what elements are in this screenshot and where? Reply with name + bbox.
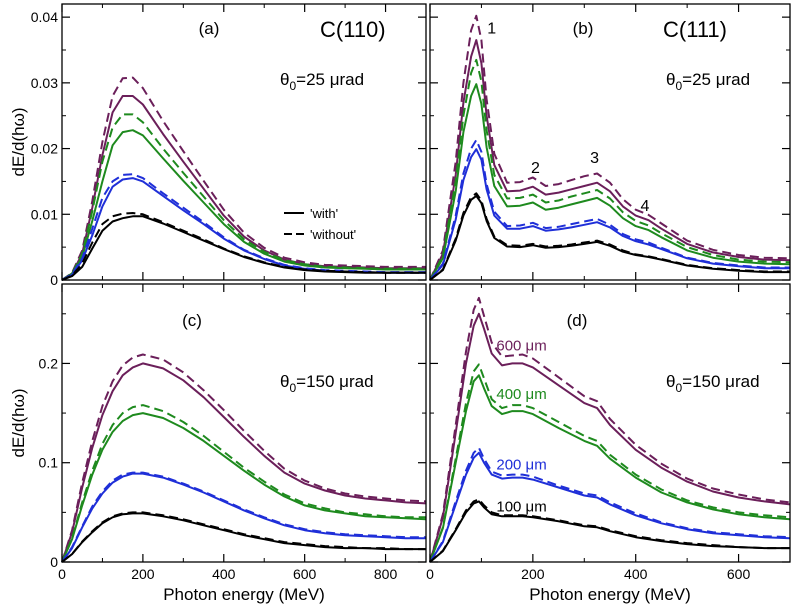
y-tick-label-c-0: 0 [50, 554, 58, 570]
panel-frame-d [429, 283, 791, 563]
theta-subscript: 0 [289, 381, 296, 395]
series-line-d-1 [429, 296, 791, 563]
y-axis-title-a: dE/d(hω) [9, 107, 28, 176]
panel-label-c: (c) [182, 311, 202, 330]
series-line-a-1 [61, 76, 426, 281]
y-tick-label-c-1: 0.1 [39, 455, 59, 471]
series-line-c-7 [61, 511, 426, 563]
y-tick-label-a-4: 0.04 [31, 9, 58, 25]
y-tick-label-a-3: 0.03 [31, 75, 58, 91]
series-line-a-3 [61, 113, 426, 281]
series-line-c-2 [61, 412, 427, 563]
thickness-label-0: 600 μm [496, 338, 546, 355]
series-line-c-0 [61, 362, 427, 563]
theta-value: =150 μrad [296, 372, 373, 391]
theta-value: =150 μrad [682, 372, 759, 391]
series-line-d-0 [429, 312, 791, 563]
y-tick-label-c-2: 0.2 [39, 355, 59, 371]
series-line-c-3 [61, 404, 426, 563]
series-line-d-6 [429, 500, 790, 563]
y-tick-label-a-1: 0.01 [31, 206, 58, 222]
series-line-d-5 [429, 446, 791, 563]
y-tick-label-a-0: 0 [50, 272, 58, 288]
series-line-a-2 [61, 129, 426, 281]
series-line-c-5 [61, 471, 426, 563]
theta-subscript: 0 [289, 79, 296, 93]
crystal-label-a: C(110) [320, 17, 386, 42]
series-line-a-4 [61, 177, 426, 281]
peak-label-4: 4 [641, 198, 650, 215]
theta-symbol: θ [666, 372, 675, 391]
legend-dashed-label: 'without' [310, 227, 356, 242]
theta-symbol: θ [666, 70, 675, 89]
thickness-label-2: 200 μm [496, 457, 546, 474]
series-line-d-7 [429, 498, 790, 563]
peak-label-1: 1 [487, 21, 496, 38]
series-line-d-3 [429, 363, 791, 563]
theta-subscript: 0 [675, 381, 682, 395]
series-line-b-5 [429, 139, 790, 281]
thickness-label-1: 400 μm [496, 386, 546, 403]
crystal-label-b: C(111) [663, 17, 727, 42]
panel-frame-a [61, 3, 427, 281]
x-tick-label-d-3: 600 [727, 566, 751, 582]
theta-label-a: θ0=25 μrad [280, 70, 364, 93]
series-line-a-0 [61, 95, 426, 281]
x-axis-title-c: Photon energy (MeV) [163, 585, 325, 604]
theta-value: =25 μrad [296, 70, 364, 89]
panel-frame-b [429, 3, 791, 281]
x-tick-label-d-0: 0 [426, 566, 434, 582]
x-tick-label-c-3: 600 [293, 566, 317, 582]
series-line-c-6 [61, 512, 426, 563]
series-line-b-7 [429, 192, 790, 281]
theta-subscript: 0 [675, 79, 682, 93]
series-line-b-1 [429, 14, 791, 281]
theta-label-d: θ0=150 μrad [666, 372, 760, 395]
x-axis-title-d: Photon energy (MeV) [529, 585, 691, 604]
theta-symbol: θ [280, 70, 289, 89]
series-line-c-1 [61, 353, 427, 563]
series-line-b-0 [429, 39, 791, 281]
x-tick-label-c-1: 200 [131, 566, 155, 582]
legend-solid-label: 'with' [310, 206, 338, 221]
series-line-d-2 [429, 374, 791, 563]
thickness-label-3: 100 μm [496, 498, 546, 515]
x-tick-label-c-2: 400 [212, 566, 236, 582]
series-line-b-3 [429, 58, 791, 281]
theta-value: =25 μrad [682, 70, 750, 89]
series-line-a-5 [61, 173, 426, 281]
peak-label-2: 2 [531, 160, 540, 177]
x-tick-label-d-1: 200 [521, 566, 545, 582]
series-line-b-2 [429, 83, 791, 281]
x-tick-label-c-0: 0 [58, 566, 66, 582]
x-tick-label-d-2: 400 [624, 566, 648, 582]
x-tick-label-c-4: 800 [374, 566, 398, 582]
panel-label-d: (d) [567, 311, 588, 330]
theta-label-c: θ0=150 μrad [280, 372, 374, 395]
series-line-c-4 [61, 472, 426, 563]
panel-label-a: (a) [199, 19, 220, 38]
panel-frame-c [61, 283, 427, 563]
y-axis-title-c: dE/d(hω) [9, 388, 28, 457]
theta-symbol: θ [280, 372, 289, 391]
y-tick-label-a-2: 0.02 [31, 141, 58, 157]
peak-label-3: 3 [590, 150, 599, 167]
series-line-a-6 [61, 215, 426, 281]
theta-label-b: θ0=25 μrad [666, 70, 750, 93]
series-line-a-7 [61, 212, 426, 281]
panel-label-b: (b) [573, 19, 594, 38]
